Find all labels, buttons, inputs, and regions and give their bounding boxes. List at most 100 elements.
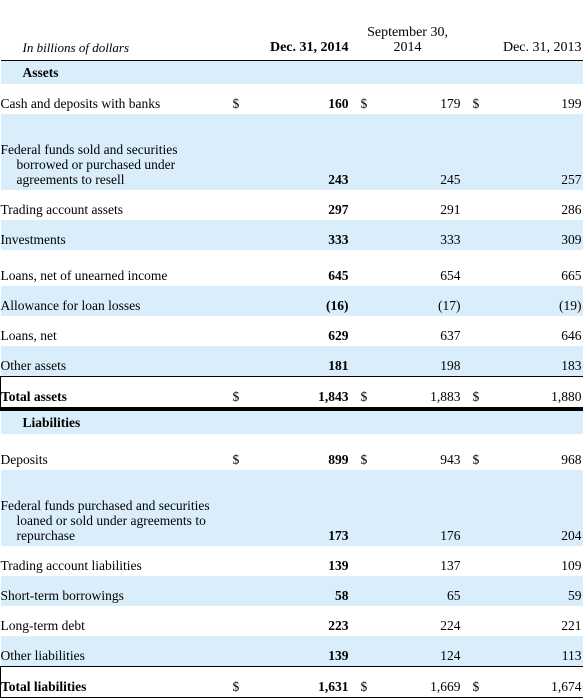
section-title-assets: Assets xyxy=(1,61,583,85)
value-dec-2014: 899 xyxy=(253,434,353,470)
row-label: Short-term borrowings xyxy=(1,576,233,606)
value-dec-2013: 646 xyxy=(491,316,583,346)
value-dec-2014: 645 xyxy=(253,250,353,286)
total-label: Total liabilities xyxy=(1,667,233,698)
table-row: Loans, net 629 637 646 xyxy=(1,316,583,346)
value-dec-2013: 199 xyxy=(491,84,583,114)
value-sep-2014: 198 xyxy=(377,346,463,377)
table-row: Other assets 181 198 183 xyxy=(1,346,583,377)
row-label: Federal funds purchased and securities l… xyxy=(1,498,233,543)
column-header-sep-2014-line1: September 30, xyxy=(367,25,448,40)
section-row-assets: Assets xyxy=(1,61,583,85)
value-dec-2014: 181 xyxy=(253,346,353,377)
row-label: Cash and deposits with banks xyxy=(1,84,233,114)
dollar-sign: $ xyxy=(233,84,253,114)
total-dec-2013: 1,674 xyxy=(491,667,583,698)
table-row: Federal funds sold and securities borrow… xyxy=(1,114,583,190)
value-dec-2013: 204 xyxy=(491,470,583,546)
column-header-sep-2014-line2: 2014 xyxy=(394,40,422,55)
value-dec-2014: 139 xyxy=(253,636,353,667)
value-sep-2014: 654 xyxy=(377,250,463,286)
value-dec-2013: 59 xyxy=(491,576,583,606)
value-dec-2014: 173 xyxy=(253,470,353,546)
row-label: Loans, net xyxy=(1,316,233,346)
value-sep-2014: 124 xyxy=(377,636,463,667)
total-sep-2014: 1,669 xyxy=(377,667,463,698)
unit-label: In billions of dollars xyxy=(1,0,233,61)
table-row: Other liabilities 139 124 113 xyxy=(1,636,583,667)
dollar-sign: $ xyxy=(353,84,377,114)
value-dec-2013: 665 xyxy=(491,250,583,286)
column-header-dec-2013: Dec. 31, 2013 xyxy=(463,0,583,61)
value-sep-2014: 179 xyxy=(377,84,463,114)
row-label: Investments xyxy=(1,220,233,250)
value-dec-2013: (19) xyxy=(491,286,583,316)
column-header-dec-2014: Dec. 31, 2014 xyxy=(233,0,353,61)
dollar-sign: $ xyxy=(463,377,491,410)
row-label: Trading account liabilities xyxy=(1,546,233,576)
value-dec-2014: 58 xyxy=(253,576,353,606)
section-row-liabilities: Liabilities xyxy=(1,409,583,434)
value-sep-2014: 333 xyxy=(377,220,463,250)
table-row: Long-term debt 223 224 221 xyxy=(1,606,583,636)
value-dec-2013: 221 xyxy=(491,606,583,636)
value-dec-2014: (16) xyxy=(253,286,353,316)
row-label: Allowance for loan losses xyxy=(1,286,233,316)
table-row: Investments 333 333 309 xyxy=(1,220,583,250)
value-dec-2014: 160 xyxy=(253,84,353,114)
section-title-liabilities: Liabilities xyxy=(1,409,583,434)
table-row: Trading account assets 297 291 286 xyxy=(1,190,583,220)
row-label: Long-term debt xyxy=(1,606,233,636)
value-dec-2014: 223 xyxy=(253,606,353,636)
dollar-sign: $ xyxy=(353,434,377,470)
value-dec-2013: 968 xyxy=(491,434,583,470)
table-row: Trading account liabilities 139 137 109 xyxy=(1,546,583,576)
value-dec-2014: 333 xyxy=(253,220,353,250)
total-dec-2014: 1,843 xyxy=(253,377,353,410)
dollar-sign: $ xyxy=(233,434,253,470)
total-liabilities-row: Total liabilities $ 1,631 $ 1,669 $ 1,67… xyxy=(1,667,583,698)
value-sep-2014: 943 xyxy=(377,434,463,470)
value-sep-2014: 291 xyxy=(377,190,463,220)
value-dec-2013: 183 xyxy=(491,346,583,377)
value-dec-2014: 139 xyxy=(253,546,353,576)
value-dec-2014: 297 xyxy=(253,190,353,220)
total-assets-row: Total assets $ 1,843 $ 1,883 $ 1,880 xyxy=(1,377,583,410)
column-header-sep-2014: September 30, 2014 xyxy=(353,0,463,61)
total-sep-2014: 1,883 xyxy=(377,377,463,410)
total-dec-2014: 1,631 xyxy=(253,667,353,698)
value-sep-2014: 65 xyxy=(377,576,463,606)
value-sep-2014: (17) xyxy=(377,286,463,316)
table-row: Deposits $ 899 $ 943 $ 968 xyxy=(1,434,583,470)
total-label: Total assets xyxy=(1,377,233,410)
table-header-row: In billions of dollars Dec. 31, 2014 Sep… xyxy=(1,0,583,61)
value-dec-2013: 286 xyxy=(491,190,583,220)
dollar-sign: $ xyxy=(233,377,253,410)
row-label: Other assets xyxy=(1,346,233,377)
dollar-sign: $ xyxy=(353,377,377,410)
row-label: Federal funds sold and securities borrow… xyxy=(1,142,233,187)
value-sep-2014: 245 xyxy=(377,114,463,190)
value-sep-2014: 176 xyxy=(377,470,463,546)
row-label: Trading account assets xyxy=(1,190,233,220)
value-dec-2013: 309 xyxy=(491,220,583,250)
row-label: Other liabilities xyxy=(1,636,233,667)
table-row: Cash and deposits with banks $ 160 $ 179… xyxy=(1,84,583,114)
table-row: Short-term borrowings 58 65 59 xyxy=(1,576,583,606)
total-dec-2013: 1,880 xyxy=(491,377,583,410)
table-row: Allowance for loan losses (16) (17) (19) xyxy=(1,286,583,316)
row-label: Deposits xyxy=(1,434,233,470)
value-dec-2014: 243 xyxy=(253,114,353,190)
dollar-sign: $ xyxy=(233,667,253,698)
dollar-sign: $ xyxy=(353,667,377,698)
table-row: Federal funds purchased and securities l… xyxy=(1,470,583,546)
dollar-sign: $ xyxy=(463,84,491,114)
dollar-sign: $ xyxy=(463,667,491,698)
value-dec-2014: 629 xyxy=(253,316,353,346)
value-dec-2013: 257 xyxy=(491,114,583,190)
value-sep-2014: 637 xyxy=(377,316,463,346)
value-dec-2013: 113 xyxy=(491,636,583,667)
value-dec-2013: 109 xyxy=(491,546,583,576)
table-row: Loans, net of unearned income 645 654 66… xyxy=(1,250,583,286)
